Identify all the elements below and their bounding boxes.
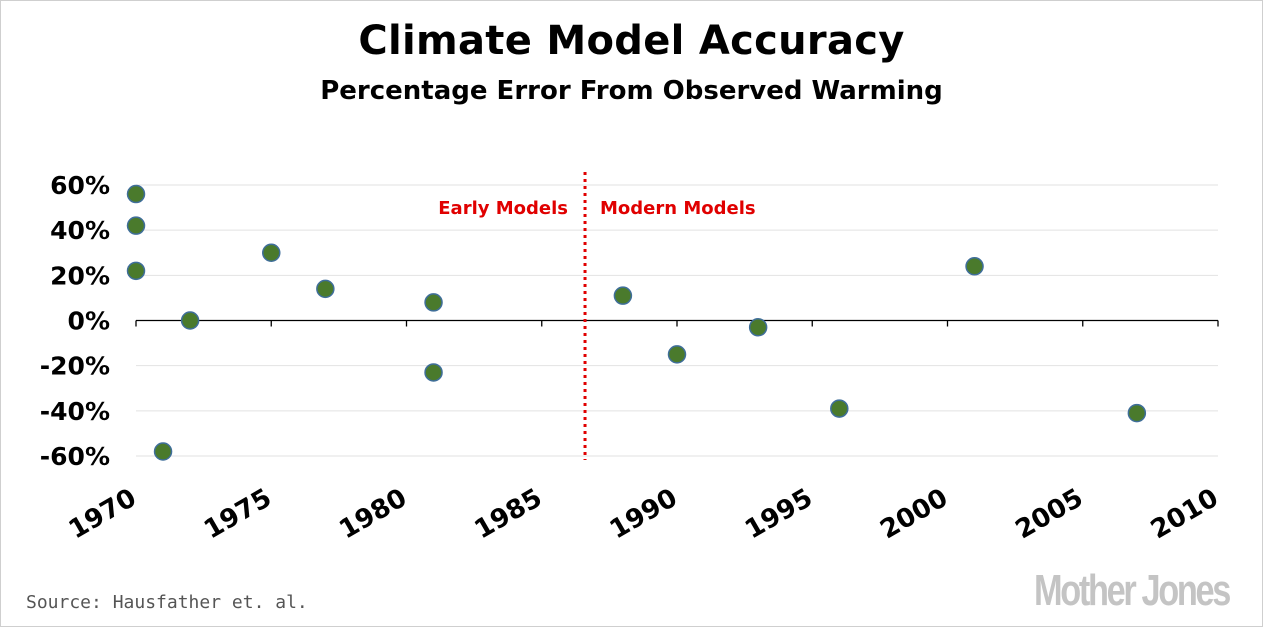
y-axis-labels: 60% 40% 20% 0% -20% -40% -60%	[40, 171, 110, 471]
data-point	[830, 399, 849, 418]
data-point	[667, 345, 687, 364]
data-point	[126, 184, 146, 204]
x-tick-label: 1985	[470, 483, 548, 545]
data-point	[1127, 403, 1147, 423]
y-tick-label: -20%	[40, 352, 110, 381]
data-point	[965, 257, 984, 276]
y-tick-label: 0%	[68, 307, 110, 336]
x-tick-label: 1970	[64, 483, 142, 545]
y-tick-label: 20%	[50, 261, 110, 290]
y-tick-label: -40%	[40, 397, 110, 426]
y-tick-label: 60%	[50, 171, 110, 200]
y-tick-label: -60%	[40, 442, 110, 471]
data-point	[126, 261, 146, 281]
model-era-divider: Early Models Modern Models	[438, 172, 756, 460]
data-point	[316, 279, 335, 299]
data-points	[126, 184, 1147, 461]
source-note: Source: Hausfather et. al.	[26, 592, 308, 613]
x-tick-label: 1990	[605, 483, 683, 545]
modern-models-label: Modern Models	[600, 198, 756, 219]
chart-title: Climate Model Accuracy	[358, 18, 905, 64]
x-axis-labels: 1970 1975 1980 1985 1990 1995 2000 2005 2010	[64, 483, 1224, 545]
x-tick-label: 2005	[1011, 483, 1089, 545]
data-point	[613, 286, 633, 305]
x-tick-label: 1975	[199, 483, 277, 545]
data-point	[262, 243, 281, 262]
data-point	[153, 442, 173, 461]
data-point	[180, 311, 200, 330]
data-point	[424, 363, 443, 382]
x-tick-label: 2000	[875, 483, 953, 545]
y-tick-label: 40%	[50, 216, 110, 245]
data-point	[126, 216, 146, 235]
x-tick-label: 1980	[334, 483, 412, 545]
x-tick-label: 2010	[1146, 483, 1224, 545]
grid-lines	[136, 184, 1218, 457]
chart-subtitle: Percentage Error From Observed Warming	[320, 76, 943, 106]
early-models-label: Early Models	[438, 198, 568, 219]
data-point	[424, 293, 443, 312]
publisher-logo: Mother Jones	[1033, 566, 1231, 615]
x-axis	[135, 319, 1219, 327]
data-point	[748, 318, 768, 337]
x-tick-label: 1995	[740, 483, 818, 545]
